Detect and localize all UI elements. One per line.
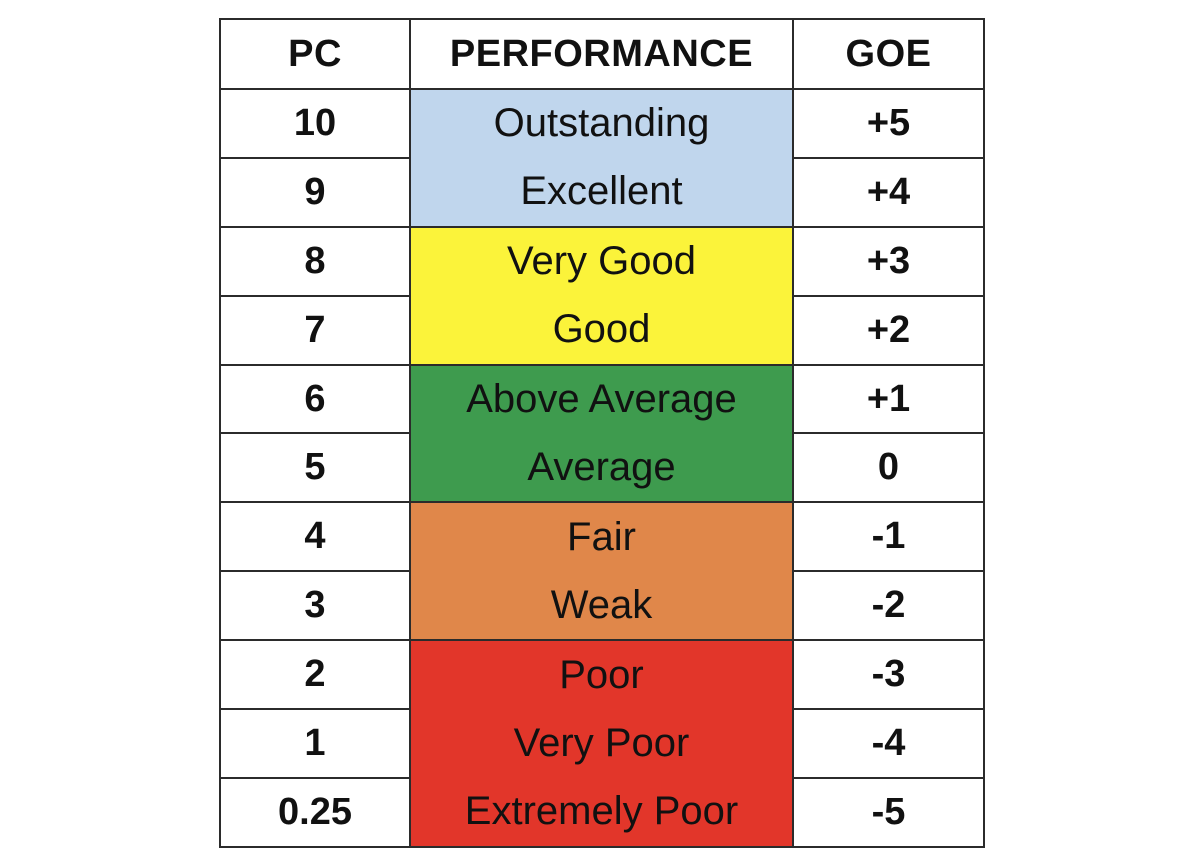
performance-label: Poor	[409, 639, 794, 710]
performance-label: Very Poor	[409, 709, 794, 778]
table-row: 4 Fair -1	[219, 501, 985, 573]
pc-value: 8	[219, 225, 411, 297]
table-row: 5 Average 0	[219, 432, 985, 504]
goe-value: -4	[792, 708, 985, 779]
header-goe: GOE	[792, 18, 985, 90]
performance-label: Extremely Poor	[409, 777, 794, 848]
table-row: 3 Weak -2	[219, 570, 985, 642]
performance-label: Very Good	[409, 225, 794, 296]
pc-value: 9	[219, 156, 411, 228]
goe-value: 0	[792, 432, 985, 504]
pc-value: 10	[219, 88, 411, 159]
goe-value: +2	[792, 294, 985, 366]
table-row: 1 Very Poor -4	[219, 708, 985, 779]
goe-value: -2	[792, 570, 985, 642]
header-pc: PC	[219, 18, 411, 90]
performance-label: Weak	[409, 571, 794, 642]
header-row: PC PERFORMANCE GOE	[219, 18, 985, 90]
performance-label: Outstanding	[409, 88, 794, 158]
performance-label: Above Average	[409, 363, 794, 434]
table-row: 10 Outstanding +5	[219, 88, 985, 159]
pc-value: 4	[219, 501, 411, 573]
pc-value: 5	[219, 432, 411, 504]
goe-value: +3	[792, 225, 985, 297]
goe-value: -1	[792, 501, 985, 573]
pc-value: 7	[219, 294, 411, 366]
goe-value: +5	[792, 88, 985, 159]
goe-value: -3	[792, 639, 985, 711]
pc-value: 0.25	[219, 776, 411, 848]
table-row: 2 Poor -3	[219, 639, 985, 711]
performance-label: Average	[409, 433, 794, 504]
header-performance: PERFORMANCE	[409, 18, 794, 90]
table-row: 0.25 Extremely Poor -5	[219, 776, 985, 848]
performance-label: Excellent	[409, 157, 794, 228]
pc-value: 3	[219, 570, 411, 642]
table-row: 6 Above Average +1	[219, 363, 985, 435]
table-row: 8 Very Good +3	[219, 225, 985, 297]
performance-label: Fair	[409, 501, 794, 572]
performance-label: Good	[409, 295, 794, 366]
table-row: 9 Excellent +4	[219, 156, 985, 228]
goe-value: -5	[792, 776, 985, 848]
goe-value: +4	[792, 156, 985, 228]
pc-value: 2	[219, 639, 411, 711]
goe-value: +1	[792, 363, 985, 435]
pc-value: 6	[219, 363, 411, 435]
table-row: 7 Good +2	[219, 294, 985, 366]
pc-value: 1	[219, 708, 411, 779]
pc-performance-goe-table: PC PERFORMANCE GOE 10 Outstanding +5 9 E…	[219, 18, 985, 848]
